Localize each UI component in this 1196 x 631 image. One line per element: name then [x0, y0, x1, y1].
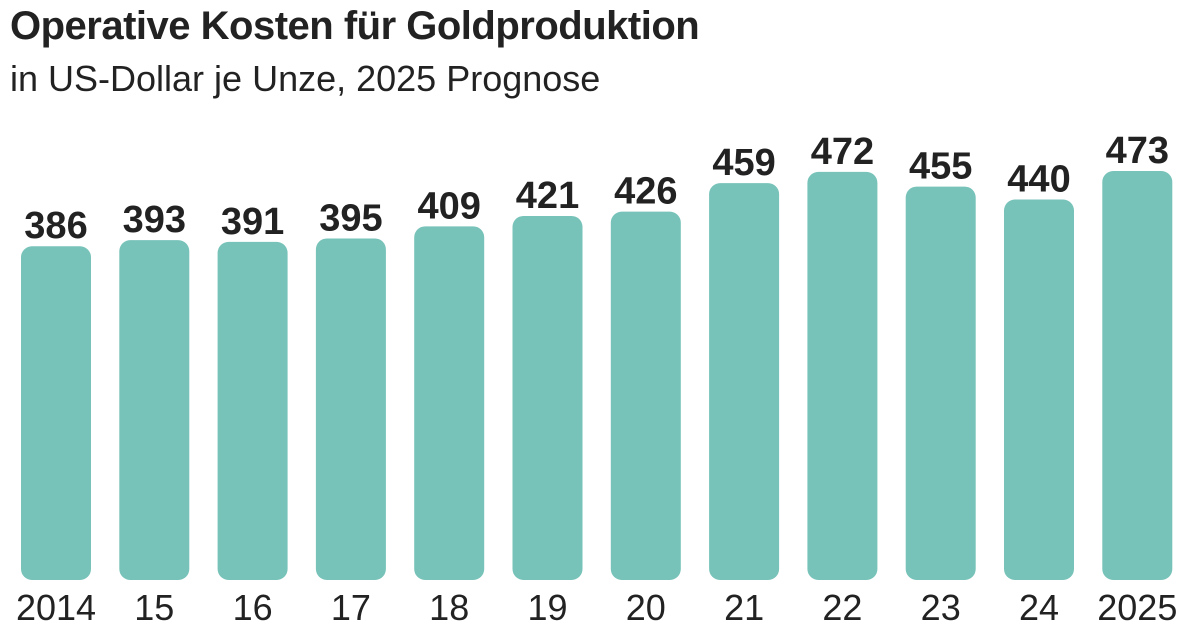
data-label: 391	[221, 201, 284, 243]
bar-22	[807, 171, 878, 581]
bar-24	[1004, 199, 1074, 580]
x-tick-label: 2025	[1097, 587, 1177, 628]
x-tick-label: 16	[233, 587, 273, 628]
x-tick-label: 17	[331, 587, 371, 628]
data-label: 473	[1106, 130, 1169, 172]
data-label: 421	[516, 175, 579, 217]
data-label: 386	[24, 205, 87, 247]
bar-15	[119, 240, 190, 580]
x-tick-label: 22	[822, 587, 862, 628]
data-label: 409	[417, 185, 480, 227]
chart-subtitle: in US-Dollar je Unze, 2025 Prognose	[10, 58, 601, 99]
x-tick-label: 19	[527, 587, 567, 628]
x-tick-label: 24	[1019, 587, 1059, 628]
bar-21	[709, 183, 780, 580]
data-label: 395	[319, 197, 382, 239]
bar-19	[512, 215, 583, 581]
x-tick-label: 23	[921, 587, 961, 628]
bar-16	[217, 241, 288, 581]
data-label: 393	[123, 199, 186, 241]
bar-2025	[1102, 171, 1173, 580]
x-tick-label: 2014	[16, 587, 96, 628]
data-label: 440	[1007, 159, 1070, 201]
x-tick-label: 20	[626, 587, 666, 628]
data-label: 426	[614, 171, 677, 213]
x-tick-label: 21	[724, 587, 764, 628]
chart-title: Operative Kosten für Goldproduktion	[10, 4, 700, 48]
bar-2014	[21, 246, 91, 580]
x-tick-label: 18	[429, 587, 469, 628]
bar-18	[414, 226, 485, 580]
x-tick-label: 15	[134, 587, 174, 628]
data-label: 472	[811, 131, 874, 173]
data-label: 455	[909, 146, 972, 188]
bar-17	[315, 238, 386, 580]
bar-20	[610, 211, 681, 580]
bar-23	[905, 186, 976, 580]
data-label: 459	[712, 142, 775, 184]
